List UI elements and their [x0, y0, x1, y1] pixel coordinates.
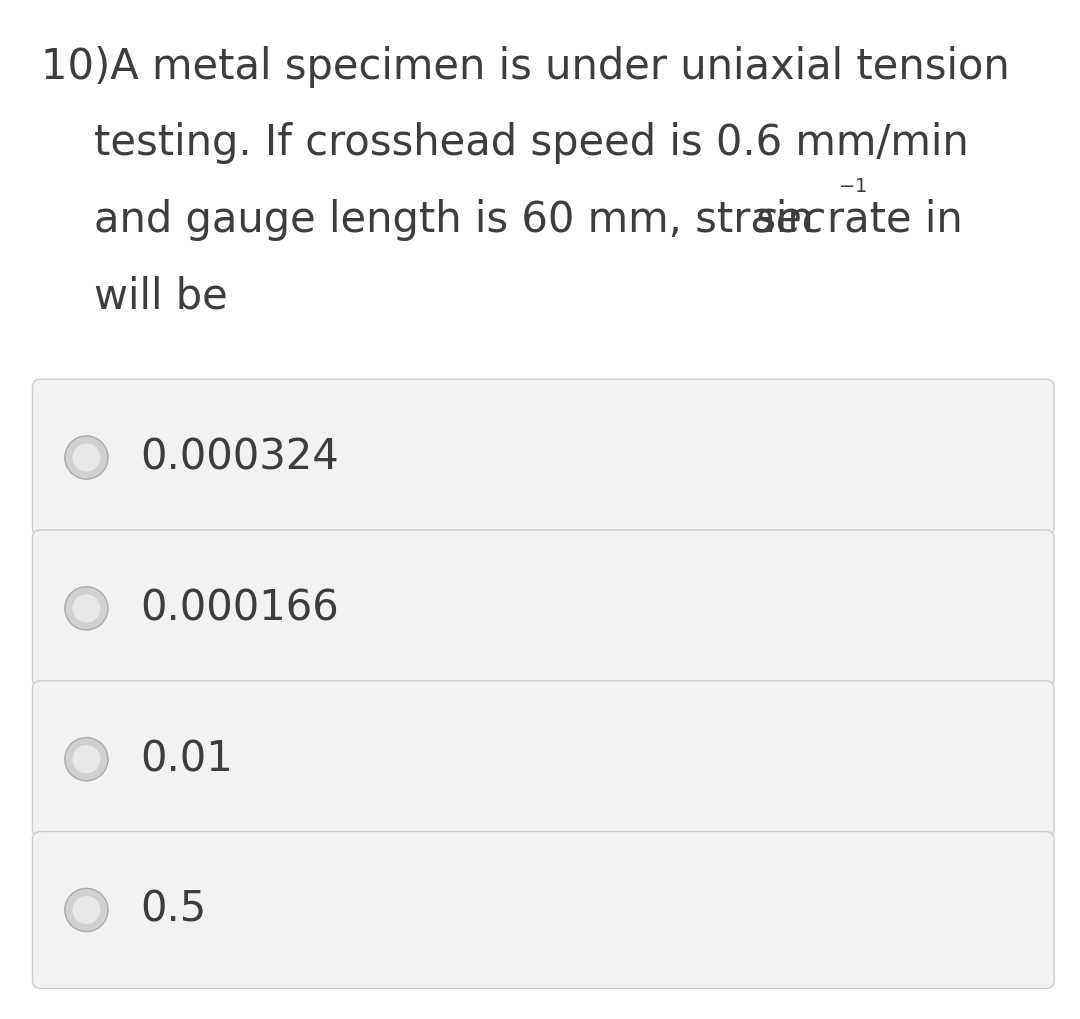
FancyBboxPatch shape — [32, 832, 1054, 988]
FancyBboxPatch shape — [32, 681, 1054, 838]
Ellipse shape — [72, 896, 100, 924]
Text: 10)A metal specimen is under uniaxial tension: 10)A metal specimen is under uniaxial te… — [41, 46, 1010, 88]
FancyBboxPatch shape — [32, 379, 1054, 536]
Ellipse shape — [65, 436, 108, 479]
Text: 0.01: 0.01 — [140, 738, 233, 781]
Text: 0.000324: 0.000324 — [140, 436, 339, 479]
Ellipse shape — [65, 738, 108, 781]
Text: and gauge length is 60 mm, strain rate in: and gauge length is 60 mm, strain rate i… — [41, 199, 989, 240]
Text: 0.5: 0.5 — [140, 889, 206, 931]
Text: testing. If crosshead speed is 0.6 mm/min: testing. If crosshead speed is 0.6 mm/mi… — [41, 122, 969, 164]
Ellipse shape — [72, 594, 100, 623]
Text: $\mathit{sec}$: $\mathit{sec}$ — [754, 199, 825, 240]
Ellipse shape — [65, 889, 108, 931]
Text: will be: will be — [41, 275, 228, 317]
Ellipse shape — [72, 745, 100, 773]
FancyBboxPatch shape — [32, 530, 1054, 687]
Text: 0.000166: 0.000166 — [140, 587, 339, 630]
Ellipse shape — [72, 443, 100, 472]
Ellipse shape — [65, 587, 108, 630]
Text: $^{-1}$: $^{-1}$ — [838, 180, 867, 208]
